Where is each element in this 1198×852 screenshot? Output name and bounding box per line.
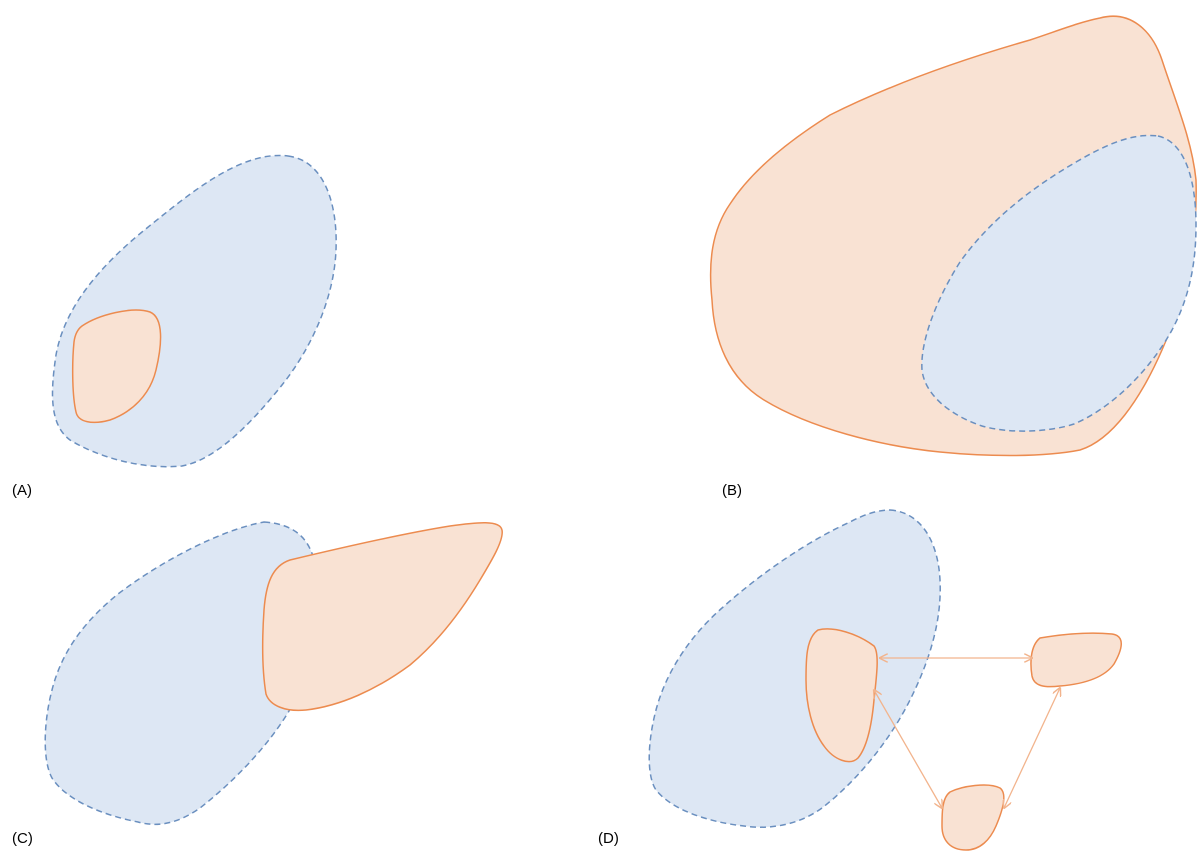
panel-d-blue-region xyxy=(648,509,941,828)
panel-d: (D) xyxy=(598,509,1122,851)
panel-d-label: (D) xyxy=(598,830,619,847)
panel-a-orange-region xyxy=(71,309,162,424)
panel-a-label: (A) xyxy=(12,482,32,499)
panel-c-label: (C) xyxy=(12,830,33,847)
panel-a: (A) xyxy=(12,154,337,499)
panel-d-orange-region-1 xyxy=(805,628,878,763)
panel-b-blue-region xyxy=(921,134,1197,432)
panel-b: (B) xyxy=(709,15,1197,499)
panel-d-orange-region-3 xyxy=(941,784,1005,851)
panel-c-orange-region xyxy=(261,522,503,712)
panel-d-arrow-2-to-3 xyxy=(1004,688,1060,808)
panel-d-orange-region-2 xyxy=(1030,632,1122,688)
panel-d-arrow-1-to-3 xyxy=(874,690,942,808)
panel-c: (C) xyxy=(12,521,503,847)
panel-b-label: (B) xyxy=(722,482,742,499)
